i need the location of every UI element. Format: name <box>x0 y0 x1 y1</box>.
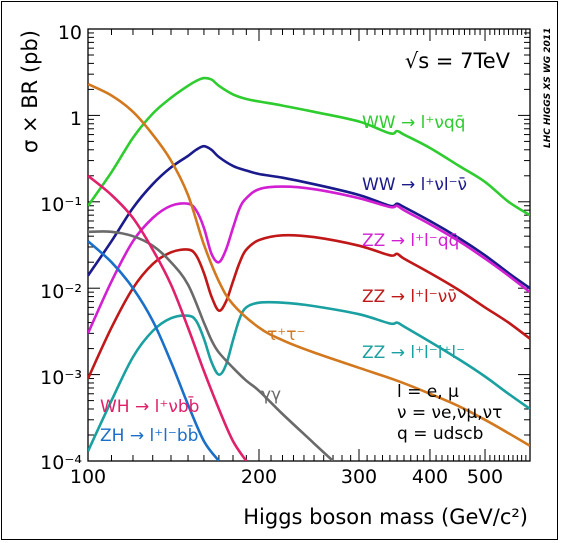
label-zz-4l: ZZ → l⁺l⁻l⁺l⁻ <box>362 343 465 363</box>
series-line-3 <box>88 233 530 380</box>
series-labels: WW → l⁺νqq̄ WW → l⁺νl⁻ν̄ ZZ → l⁺l⁻qq̄ ZZ… <box>100 113 467 446</box>
label-zz-nn: ZZ → l⁺l⁻νν̄ <box>362 287 457 307</box>
series-line-4 <box>88 300 530 452</box>
x-tick-label-500: 500 <box>467 466 503 488</box>
y-tick-label-0p0001: 10⁻⁴ <box>40 452 82 474</box>
series-line-6 <box>88 230 334 461</box>
notes-block: l = e, μ ν = νe,νμ,ντ q = udscb <box>397 382 502 444</box>
y-tick-label-0p01: 10⁻² <box>40 281 82 303</box>
series-line-1 <box>88 144 530 290</box>
x-tick-label-300: 300 <box>341 466 377 488</box>
watermark-text: LHC HIGGS XS WG 2011 <box>543 28 553 148</box>
label-tautau: τ⁺τ⁻ <box>267 325 305 345</box>
label-ww-lnln: WW → l⁺νl⁻ν̄ <box>362 175 467 195</box>
x-tick-label-400: 400 <box>412 466 448 488</box>
energy-label: √s = 7TeV <box>405 49 511 73</box>
label-gammagamma: γγ <box>261 385 281 405</box>
series-line-7 <box>88 174 248 461</box>
x-tick-labels: 100 200 300 400 500 <box>70 466 503 488</box>
y-tick-label-1: 1 <box>70 108 82 130</box>
y-tick-label-0p1: 10⁻¹ <box>40 194 82 216</box>
series-line-8 <box>88 240 220 461</box>
note-quark: q = udscb <box>397 424 483 444</box>
series-line-0 <box>88 76 530 217</box>
series-line-5 <box>88 82 530 447</box>
series-curves <box>88 76 530 461</box>
y-axis-title: σ × BR (pb) <box>18 30 42 153</box>
plot-area <box>87 28 531 462</box>
series-line-2 <box>88 185 530 334</box>
label-wh: WH → l⁺νbb̄ <box>100 395 199 417</box>
label-ww-qq: WW → l⁺νqq̄ <box>362 113 465 133</box>
y-tick-label-10: 10 <box>58 22 82 44</box>
label-zz-qq: ZZ → l⁺l⁻qq̄ <box>362 231 459 251</box>
x-axis-title: Higgs boson mass (GeV/c²) <box>243 505 528 529</box>
y-tick-label-0p001: 10⁻³ <box>40 367 82 389</box>
note-neutrino: ν = νe,νμ,ντ <box>397 403 502 423</box>
axis-ticks <box>87 28 531 462</box>
y-tick-labels: 10 1 10⁻¹ 10⁻² 10⁻³ 10⁻⁴ <box>40 22 82 474</box>
note-lepton: l = e, μ <box>397 382 459 402</box>
x-tick-label-200: 200 <box>241 466 277 488</box>
x-tick-label-100: 100 <box>70 466 106 488</box>
label-zh: ZH → l⁺l⁻bb̄ <box>100 424 198 446</box>
